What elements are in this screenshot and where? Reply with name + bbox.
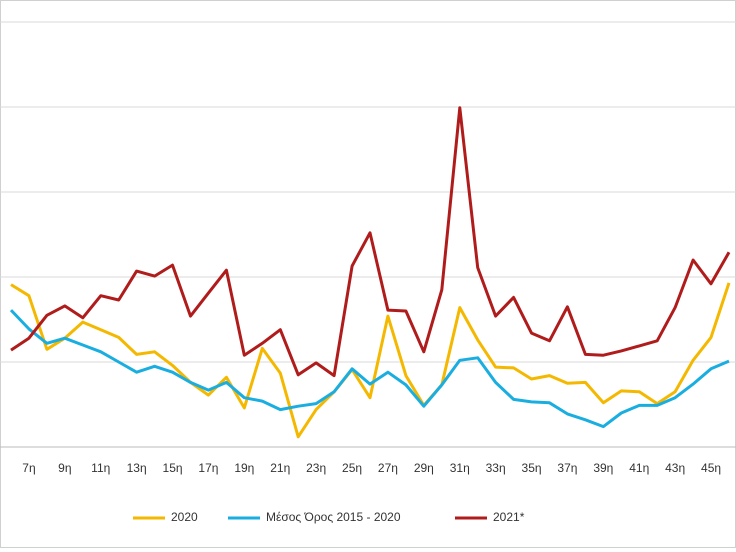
x-tick-label: 13η (127, 461, 147, 475)
x-tick-label: 45η (701, 461, 721, 475)
x-tick-label: 39η (593, 461, 613, 475)
x-tick-label: 11η (91, 461, 110, 475)
legend-label: Μέσος Όρος 2015 - 2020 (266, 510, 401, 524)
x-tick-label: 31η (450, 461, 470, 475)
x-tick-label: 25η (342, 461, 362, 475)
x-tick-label: 21η (270, 461, 290, 475)
x-tick-label: 9η (58, 461, 71, 475)
series-line (9, 309, 730, 429)
x-tick-label: 29η (414, 461, 434, 475)
x-tick-label: 15η (163, 461, 183, 475)
x-tick-label: 19η (234, 461, 254, 475)
x-tick-label: 41η (629, 461, 649, 475)
x-tick-label: 7η (22, 461, 35, 475)
x-tick-label: 17η (198, 461, 218, 475)
x-tick-label: 37η (557, 461, 577, 475)
x-tick-label: 43η (665, 461, 685, 475)
series-line (10, 106, 731, 378)
x-tick-label: 23η (306, 461, 326, 475)
legend-label: 2020 (171, 510, 198, 524)
legend-label: 2021* (493, 510, 525, 524)
x-tick-label: 35η (522, 461, 542, 475)
series-line (10, 282, 731, 439)
x-tick-label: 27η (378, 461, 398, 475)
x-tick-label: 33η (486, 461, 506, 475)
